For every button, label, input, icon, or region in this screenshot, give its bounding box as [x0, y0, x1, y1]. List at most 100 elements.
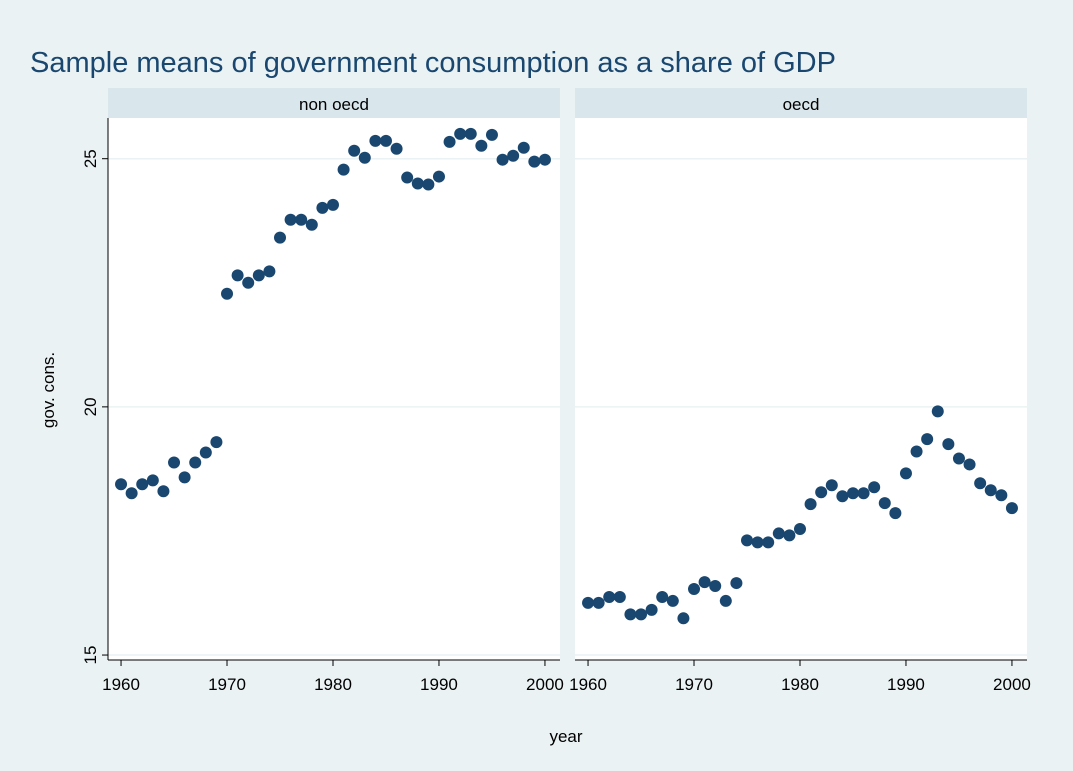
point	[252, 269, 265, 282]
point	[825, 479, 838, 492]
point	[910, 445, 923, 458]
point	[804, 498, 817, 511]
point	[125, 487, 138, 500]
point	[963, 458, 976, 471]
point	[348, 144, 361, 157]
point	[379, 134, 392, 147]
point	[337, 163, 350, 176]
plot-area	[575, 118, 1027, 660]
point	[189, 456, 202, 469]
point	[974, 477, 987, 490]
point	[931, 405, 944, 418]
point	[475, 139, 488, 152]
point	[613, 590, 626, 603]
point	[688, 583, 701, 596]
point	[210, 436, 223, 449]
point	[401, 171, 414, 184]
point	[146, 474, 159, 487]
point	[846, 487, 859, 500]
x-tick-label: 2000	[993, 675, 1031, 694]
point	[921, 433, 934, 446]
panel-header	[575, 88, 1027, 118]
x-tick-label: 2000	[526, 675, 564, 694]
point	[592, 596, 605, 609]
point	[199, 446, 212, 459]
point	[730, 577, 743, 590]
point	[485, 128, 498, 141]
point	[889, 507, 902, 520]
point	[698, 576, 711, 589]
point	[868, 481, 881, 494]
point	[709, 580, 722, 593]
x-tick-label: 1990	[420, 675, 458, 694]
point	[836, 490, 849, 503]
x-tick-label: 1980	[314, 675, 352, 694]
point	[507, 149, 520, 162]
point	[390, 142, 403, 155]
x-tick-label: 1990	[887, 675, 925, 694]
point	[242, 276, 255, 289]
point	[305, 218, 318, 231]
x-tick-label: 1970	[675, 675, 713, 694]
point	[517, 141, 530, 154]
point	[783, 529, 796, 542]
point	[793, 522, 806, 535]
panel-label: oecd	[783, 95, 820, 114]
point	[762, 536, 775, 549]
point	[178, 471, 191, 484]
point	[635, 608, 648, 621]
point	[263, 265, 276, 278]
point	[231, 269, 244, 282]
point	[496, 153, 509, 166]
point	[284, 213, 297, 226]
y-tick-label: 20	[81, 397, 100, 416]
y-axis-label: gov. cons.	[39, 352, 58, 428]
point	[168, 456, 181, 469]
x-tick-label: 1960	[102, 675, 140, 694]
panel-header	[108, 88, 560, 118]
point	[221, 287, 234, 300]
panel-label: non oecd	[299, 95, 369, 114]
point	[411, 177, 424, 190]
point	[741, 534, 754, 547]
point	[719, 594, 732, 607]
point	[454, 127, 467, 140]
x-tick-label: 1960	[569, 675, 607, 694]
point	[528, 155, 541, 168]
point	[538, 153, 551, 166]
point	[422, 178, 435, 191]
point	[645, 603, 658, 616]
point	[815, 486, 828, 499]
x-axis-label: year	[549, 727, 582, 746]
point	[358, 151, 371, 164]
point	[942, 438, 955, 451]
point	[316, 201, 329, 214]
x-tick-label: 1970	[208, 675, 246, 694]
point	[1005, 502, 1018, 515]
point	[326, 198, 339, 211]
point	[136, 478, 149, 491]
point	[274, 231, 287, 244]
point	[432, 170, 445, 183]
point	[772, 527, 785, 540]
x-tick-label: 1980	[781, 675, 819, 694]
point	[369, 134, 382, 147]
point	[443, 135, 456, 148]
point	[952, 452, 965, 465]
point	[666, 594, 679, 607]
point	[603, 590, 616, 603]
point	[899, 467, 912, 480]
point	[295, 213, 308, 226]
point	[157, 485, 170, 498]
y-tick-label: 15	[81, 646, 100, 665]
point	[984, 484, 997, 497]
point	[878, 497, 891, 510]
point	[751, 536, 764, 549]
point	[677, 612, 690, 625]
point	[624, 608, 637, 621]
point	[857, 487, 870, 500]
chart-title: Sample means of government consumption a…	[30, 47, 836, 79]
point	[656, 590, 669, 603]
point	[995, 489, 1008, 502]
